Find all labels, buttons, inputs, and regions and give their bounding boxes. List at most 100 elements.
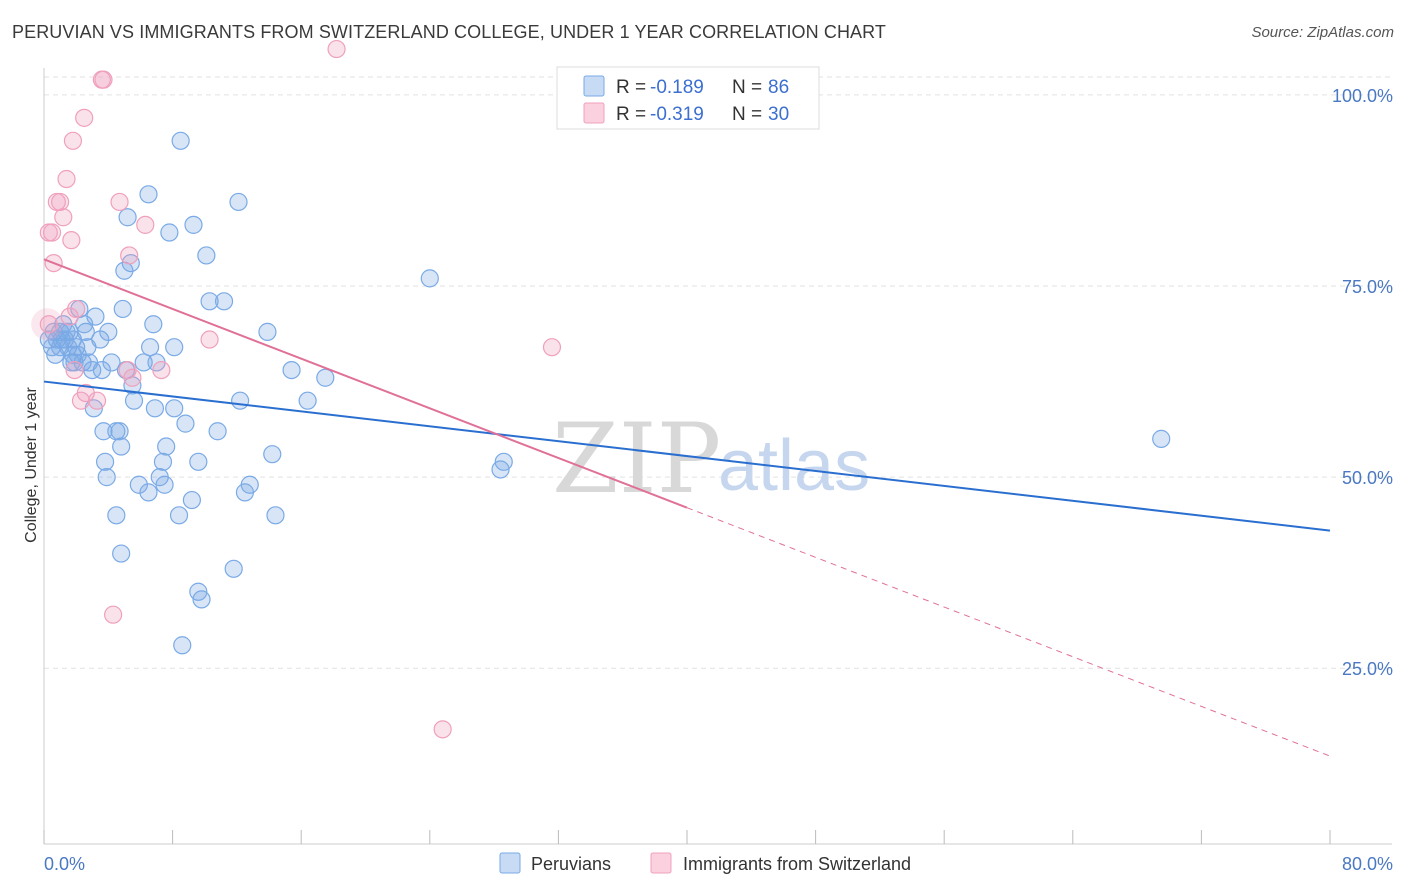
peruvian-point [214,292,234,311]
top-legend: R = -0.189 N = 86 R = -0.319 N = 30 [556,66,820,130]
swiss-point [110,192,129,212]
legend-n-value-swiss: 30 [768,104,789,125]
peruvian-point [110,422,129,441]
peruvian-point [316,368,335,387]
swiss-point [123,368,142,387]
peruvian-point [263,445,282,464]
chart-source: Source: ZipAtlas.com [1251,24,1394,41]
peruvian-point [173,636,192,655]
peruvian-point [145,399,165,418]
peruvian-point [298,391,317,410]
swiss-point [75,108,94,127]
peruvian-point [189,452,208,471]
peruvian-point [240,475,259,494]
peruvian-point [140,338,160,357]
swiss-point [50,192,70,212]
peruvian-point [171,131,190,150]
peruvian-point [112,544,131,563]
peruvian-point [83,360,102,380]
y-tick-label: 25.0% [1342,659,1393,679]
peruvian-point [258,322,277,341]
peruvian-point [86,307,105,326]
swiss-point [433,720,452,739]
y-tick-labels: 25.0% 50.0% 75.0% 100.0% [1332,86,1393,679]
peruvian-point [97,468,116,487]
peruvian-point [92,360,111,380]
watermark: ZIP atlas [552,403,870,515]
swiss-point [39,315,58,334]
peruvian-point [155,475,174,494]
peruvian-point [224,559,243,578]
peruvian-point [144,315,163,334]
x-tick-labels: 0.0% 80.0% [44,854,1393,874]
axes-layer [43,68,1392,845]
watermark-atlas: atlas [718,426,870,506]
swiss-points [31,39,562,739]
peruvian-point [420,269,439,288]
swiss-point [136,215,155,234]
peruvian-point [107,506,126,525]
legend-r-value-peruvians: -0.189 [650,77,704,98]
legend-n-value-peruvians: 86 [768,77,789,98]
swiss-point [54,208,73,227]
y-tick-label: 75.0% [1342,277,1393,297]
swiss-point [57,169,76,189]
peruvian-point [102,353,121,372]
swiss-point [104,605,123,624]
legend-n-label: N = [732,104,762,125]
peruvian-point [118,208,137,227]
peruvian-point [139,185,158,204]
y-tick-label: 50.0% [1342,468,1393,488]
peruvian-point [95,452,115,471]
swiss-point-large [31,308,64,341]
swiss-point [200,330,219,349]
bottom-legend-swiss: Immigrants from Switzerland [683,854,911,874]
peruvian-point [157,437,176,456]
swiss-point [60,307,79,326]
peruvian-point [266,506,285,525]
bottom-legend-peruvians: Peruvians [531,854,611,874]
peruvians-points [39,131,1171,655]
peruvian-point [124,391,144,410]
peruvian-point [208,422,227,441]
peruvian-point [192,590,211,609]
peruvian-point [165,399,184,418]
peruvian-point [94,422,113,441]
chart-title: PERUVIAN VS IMMIGRANTS FROM SWITZERLAND … [12,22,887,42]
swiss-point [42,223,62,242]
x-tick-label: 80.0% [1342,854,1393,874]
peruvian-point [494,452,513,471]
swiss-point [120,246,139,265]
peruvian-point [129,475,148,494]
bottom-legend-swatch-peruvians [499,852,521,874]
peruvian-point [231,391,250,410]
legend-r-value-swiss: -0.319 [650,104,704,125]
legend-r-label: R = [616,104,646,125]
peruvian-point [99,322,118,341]
grid-layer [44,76,1392,669]
legend-swatch-swiss [583,102,605,124]
swiss-point [63,131,83,150]
swiss-point [65,360,84,380]
swiss-point [94,70,113,89]
peruvian-point [160,223,179,242]
trend-lines [43,258,1331,757]
peruvian-point [113,299,132,319]
peruvian-point [184,215,203,234]
legend-r-label: R = [616,77,646,98]
bottom-legend: Peruvians Immigrants from Switzerland [499,852,911,874]
legend-swatch-peruvians [583,75,605,97]
peruvian-point [169,506,189,525]
peruvian-point [197,246,216,265]
bottom-legend-swatch-swiss [650,852,672,874]
x-tick-label: 0.0% [44,854,85,874]
peruvian-point [200,292,219,311]
y-axis-label: College, Under 1 year [23,387,40,543]
peruvian-point [182,490,201,510]
swiss-point [327,39,346,59]
legend-n-label: N = [732,77,762,98]
swiss-point [542,338,562,357]
peruvian-point [1152,429,1171,448]
peruvians-trend-line [43,380,1331,532]
